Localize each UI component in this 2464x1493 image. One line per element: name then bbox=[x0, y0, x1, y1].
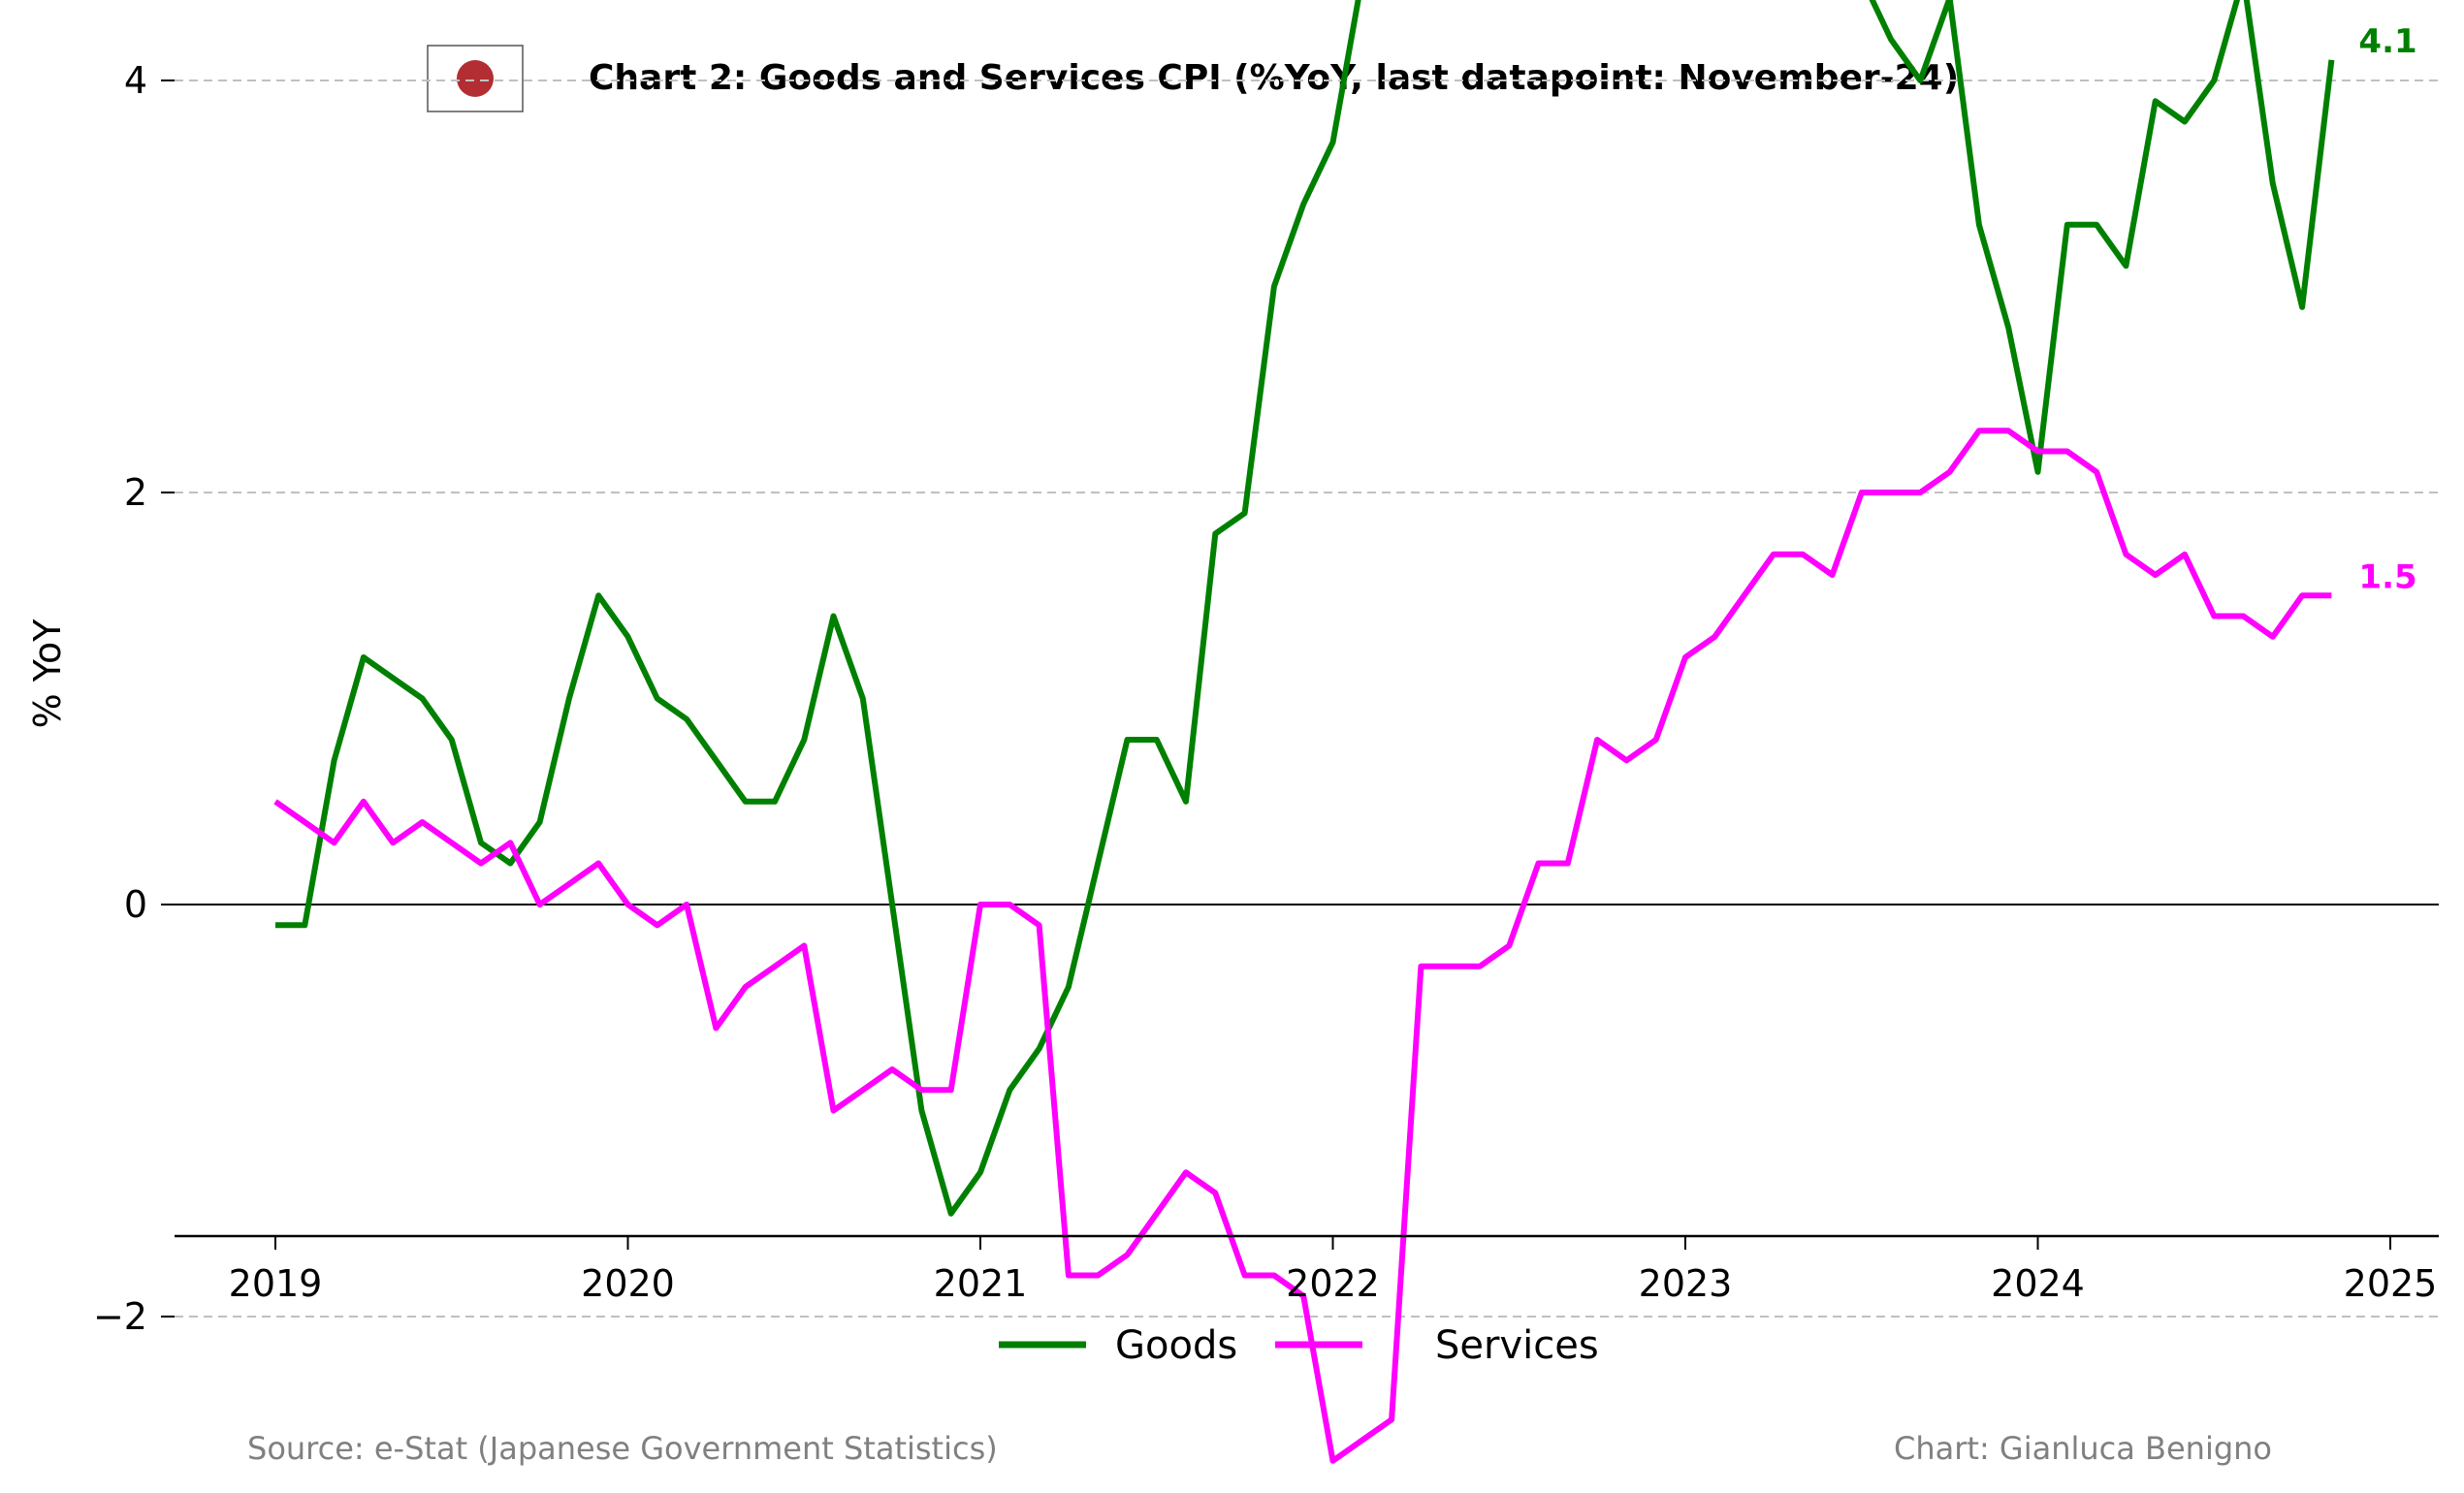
y-axis: −20246 bbox=[93, 59, 175, 1338]
chart-credit: Chart: Gianluca Benigno bbox=[1894, 1430, 2272, 1467]
x-tick-label: 2025 bbox=[2344, 1262, 2438, 1305]
x-tick-label: 2022 bbox=[1286, 1262, 1380, 1305]
x-tick-label: 2020 bbox=[581, 1262, 675, 1305]
plot-series bbox=[273, 0, 2335, 1464]
x-tick-label: 2021 bbox=[934, 1262, 1028, 1305]
y-tick-label: 2 bbox=[124, 471, 147, 514]
x-tick-label: 2019 bbox=[229, 1262, 323, 1305]
end-label-services: 1.5 bbox=[2358, 557, 2416, 596]
series-line-services bbox=[273, 428, 2332, 1464]
y-axis-label: % YoY bbox=[26, 619, 69, 729]
end-labels: 4.1 1.5 bbox=[2358, 22, 2416, 597]
end-label-goods: 4.1 bbox=[2358, 22, 2416, 61]
legend: Goods Services bbox=[999, 1323, 1599, 1368]
y-tick-label: 0 bbox=[124, 883, 147, 926]
chart-header: Chart 2: Goods and Services CPI (%YoY, l… bbox=[427, 45, 1959, 112]
x-axis: 2019 2020 2021 2022 2023 2024 2025 bbox=[175, 1234, 2439, 1305]
chart-title: Chart 2: Goods and Services CPI (%YoY, l… bbox=[589, 58, 1959, 98]
x-tick-label: 2024 bbox=[1991, 1262, 2085, 1305]
series-line-goods bbox=[275, 0, 2335, 1217]
source-note: Source: e-Stat (Japanese Government Stat… bbox=[247, 1430, 998, 1467]
legend-services-label: Services bbox=[1435, 1323, 1599, 1368]
y-tick-label: 4 bbox=[124, 59, 147, 102]
x-tick-label: 2023 bbox=[1639, 1262, 1733, 1305]
y-tick-label: −2 bbox=[93, 1295, 147, 1338]
legend-goods-label: Goods bbox=[1115, 1323, 1237, 1368]
flag-sun-disc bbox=[457, 60, 494, 97]
